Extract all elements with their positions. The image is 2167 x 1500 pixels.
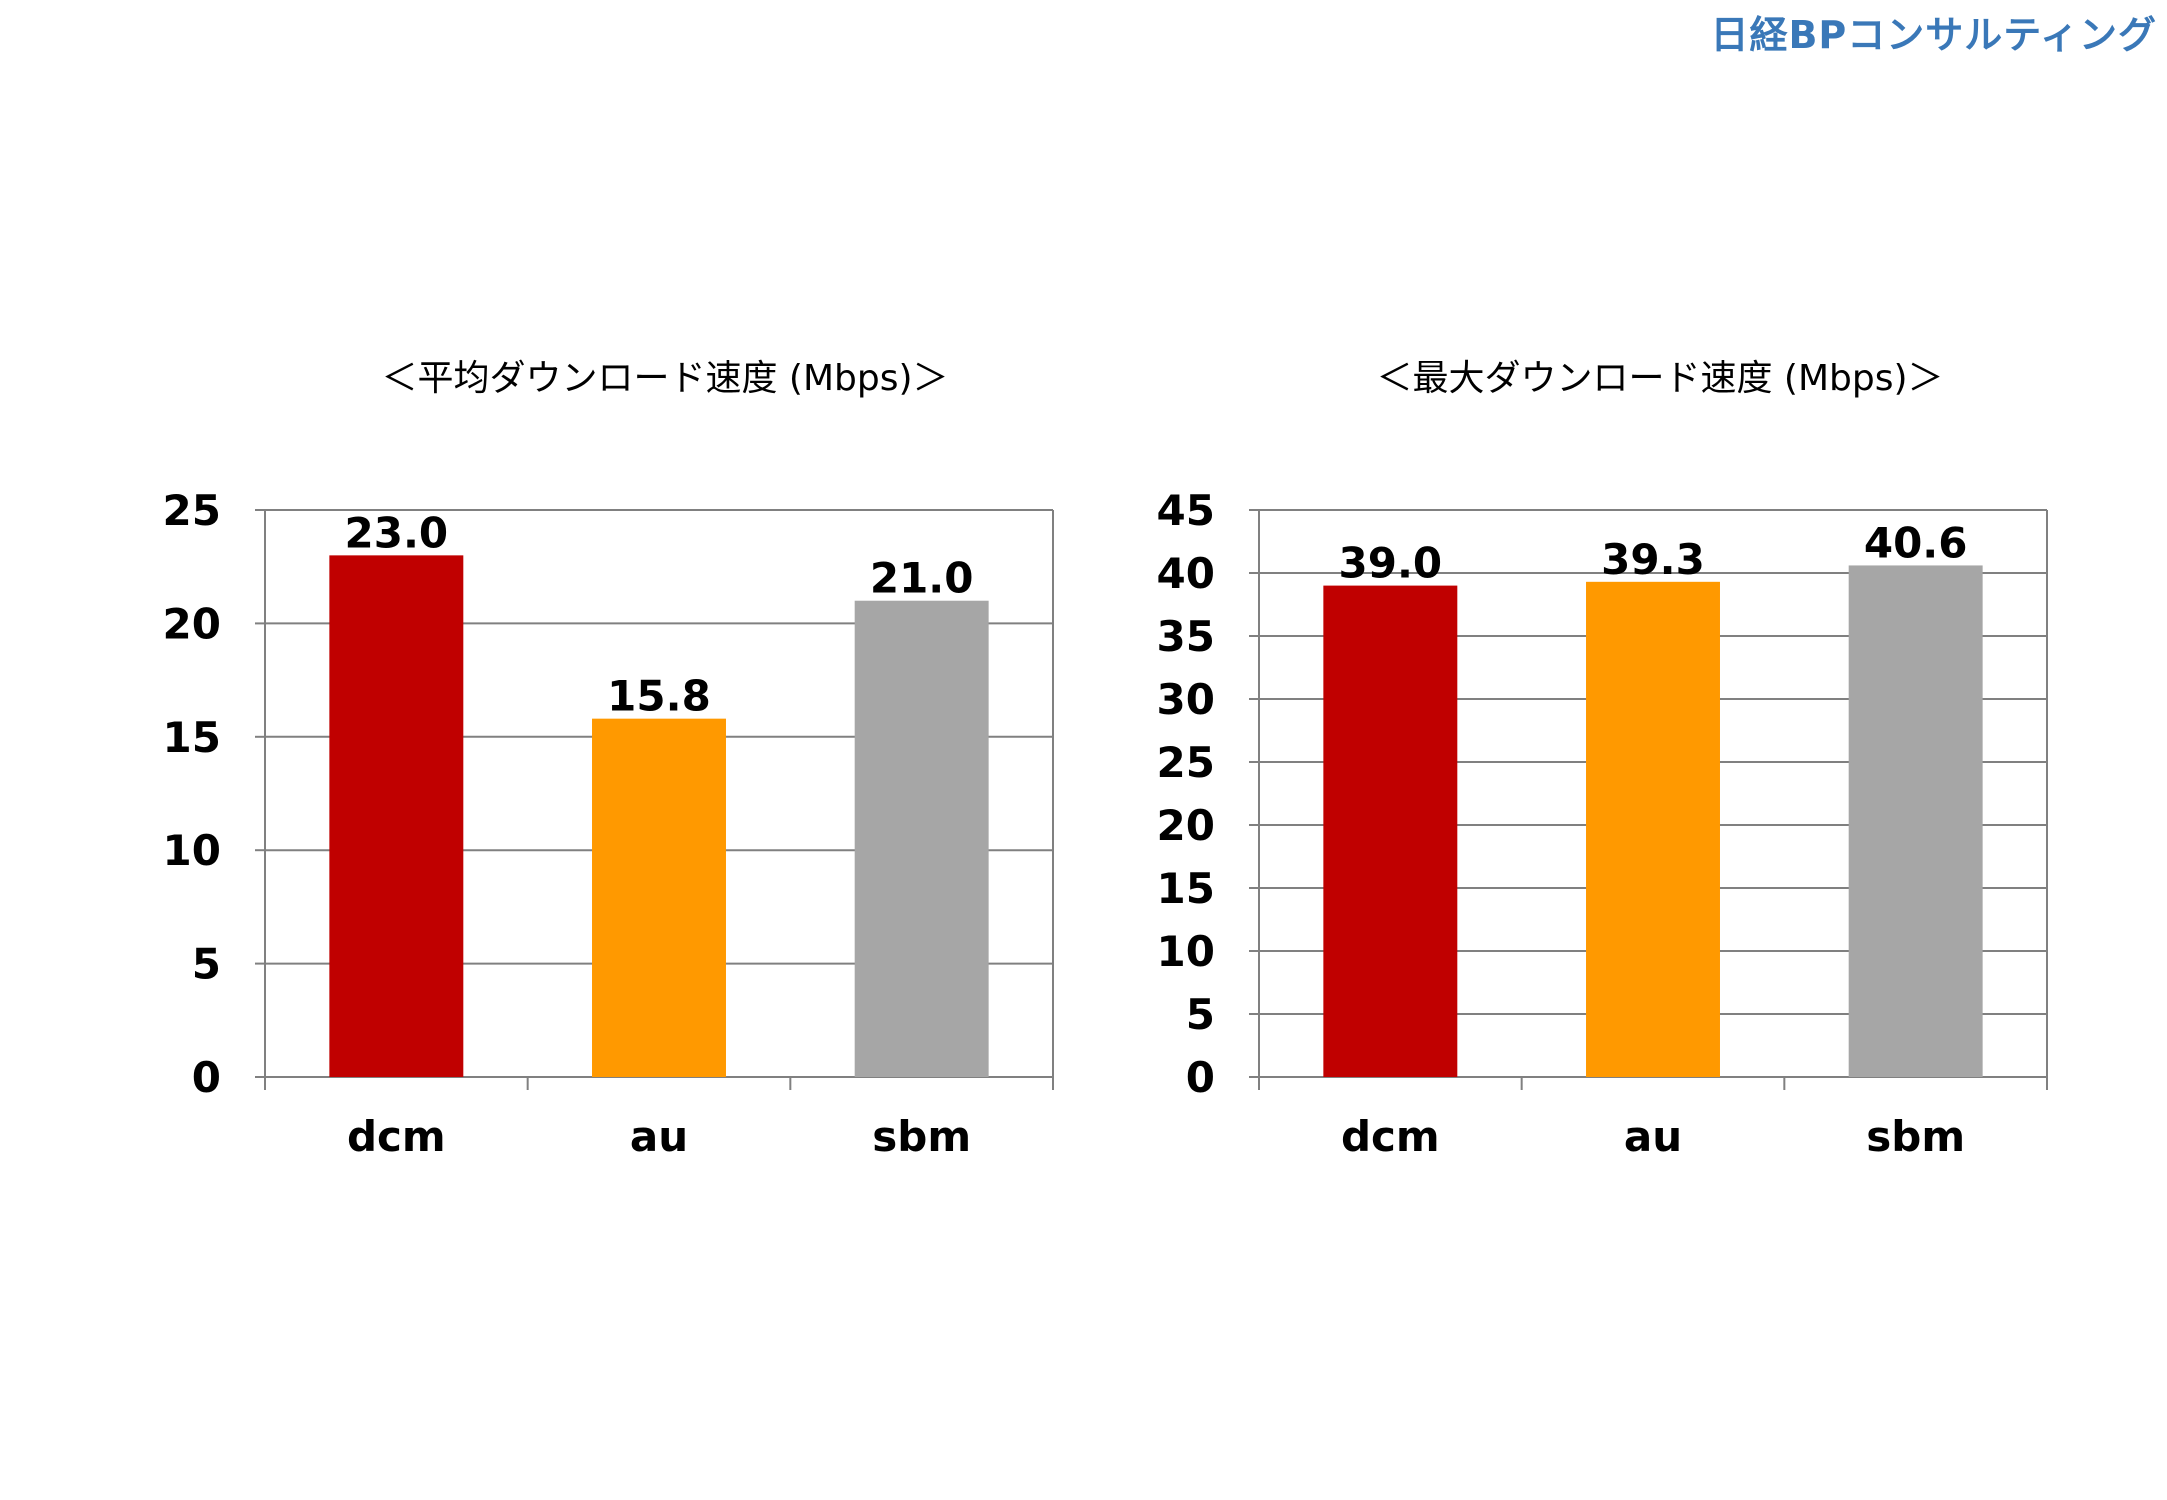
y-tick-label: 5	[1186, 990, 1215, 1039]
data-label: 23.0	[345, 508, 449, 557]
y-tick-label: 0	[1186, 1053, 1215, 1102]
data-label: 39.0	[1339, 539, 1443, 588]
y-tick-label: 10	[163, 826, 221, 875]
category-label: au	[1624, 1112, 1682, 1161]
y-tick-label: 40	[1157, 549, 1215, 598]
y-tick-label: 35	[1157, 612, 1215, 661]
y-tick-label: 15	[163, 713, 221, 762]
chart-title: ＜最大ダウンロード速度 (Mbps)＞	[1376, 358, 1943, 399]
y-tick-label: 25	[1157, 738, 1215, 787]
bar-dcm	[329, 555, 464, 1077]
y-tick-label: 45	[1157, 486, 1215, 535]
bar-au	[1586, 581, 1720, 1077]
data-label: 15.8	[607, 672, 711, 721]
category-label: au	[630, 1112, 688, 1161]
data-label: 39.3	[1601, 535, 1705, 584]
data-label: 21.0	[870, 554, 974, 603]
category-label: dcm	[347, 1112, 446, 1161]
category-label: sbm	[1866, 1112, 1965, 1161]
bar-au	[592, 718, 726, 1077]
bar-dcm	[1323, 585, 1458, 1077]
y-tick-label: 15	[1157, 864, 1215, 913]
y-tick-label: 30	[1157, 675, 1215, 724]
y-tick-label: 20	[163, 599, 221, 648]
bar-sbm	[1848, 565, 1983, 1077]
chart-title: ＜平均ダウンロード速度 (Mbps)＞	[381, 358, 948, 399]
data-label: 40.6	[1864, 518, 1968, 567]
brand-logo-text: 日経BPコンサルティング	[1710, 13, 2157, 57]
y-tick-label: 20	[1157, 801, 1215, 850]
y-tick-label: 5	[192, 940, 221, 989]
bar-sbm	[854, 600, 989, 1077]
y-tick-label: 0	[192, 1053, 221, 1102]
category-label: sbm	[872, 1112, 971, 1161]
y-tick-label: 25	[163, 486, 221, 535]
y-tick-label: 10	[1157, 927, 1215, 976]
category-label: dcm	[1341, 1112, 1440, 1161]
